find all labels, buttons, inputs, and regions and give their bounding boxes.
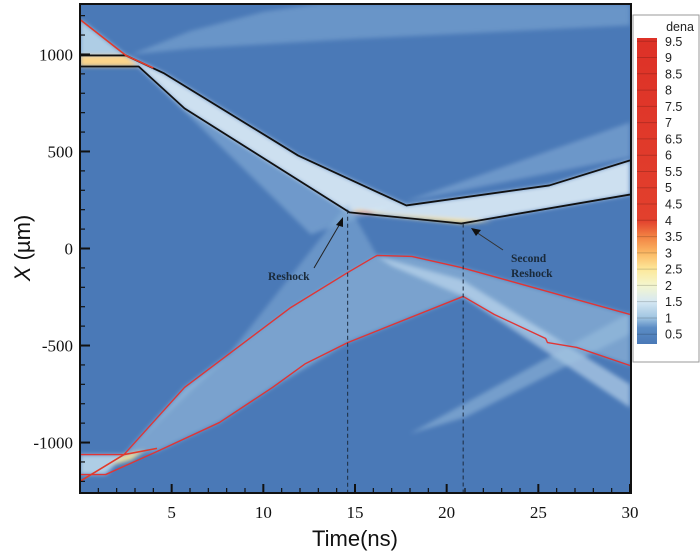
x-tick-label: 5 [167,503,176,522]
plot-area [79,3,632,494]
y-tick-label: -500 [42,337,73,356]
colorbar-tick-label: 4.5 [665,198,682,212]
colorbar-tick-label: 2.5 [665,263,682,277]
second-reshock-label-line1: Second [511,253,547,265]
x-tick-labels: 5 10 15 20 25 30 [167,503,638,522]
region-mixing-fan [124,255,630,455]
line-lower-interface-lower [80,295,631,476]
colorbar-legend: dena 9.5 9 8.5 8 7.5 7 6.5 6 5.5 5 4.5 4 3.5 3 2.5 2 1.5… [632,14,700,363]
colorbar-tick-label: 2 [665,279,672,293]
line-upper-shock-trace [80,18,154,69]
colorbar-ticks: 9.5 9 8.5 8 7.5 7 6.5 6 5.5 5 4.5 4 3.5 3 2.5 2 1.5 1 0.5 [637,35,682,342]
colorbar-tick-label: 5.5 [665,165,682,179]
y-tick-label: -1000 [33,434,73,453]
second-reshock-label-line2: Reshock [511,268,553,280]
region-reshock-hot-zone [349,209,493,224]
second-reshock-annotation: Second Reshock [471,228,553,280]
region-rarefaction-wedge [138,66,350,235]
x-tick-label: 10 [255,503,272,522]
colorbar-tick-label: 8 [665,84,672,98]
colorbar-tick-label: 6.5 [665,132,682,146]
x-axis-title: Time(ns) [312,526,398,551]
region-initial-lower-layer [80,454,124,475]
reshock-annotation: Reshock [268,217,343,283]
x-tick-label: 15 [347,503,364,522]
plot-frame [79,3,632,494]
line-upper-interface-inner [80,65,631,225]
reshock-label: Reshock [268,271,310,283]
line-lower-interface-upper [80,254,631,456]
colorbar-title: dena [666,20,694,34]
region-rising-ray-lower [410,312,630,434]
x-tick-label: 30 [622,503,639,522]
colorbar-tick-label: 9.5 [665,35,682,49]
region-upper-fan [131,4,631,55]
reshock-arrow-head-icon [336,217,343,227]
colorbar-tick-label: 7.5 [665,100,682,114]
interface-lines [80,18,631,483]
colorbar-tick-label: 1 [665,311,672,325]
x-tick-label: 25 [530,503,547,522]
y-tick-label: 500 [48,142,74,161]
y-axis-title-symbol: X [10,265,35,282]
colorbar-tick-label: 4 [665,214,672,228]
y-tick-label: 0 [65,240,74,259]
colorbar-tick-label: 3 [665,246,672,260]
y-axis-title-unit: (µm) [10,215,35,267]
second-reshock-arrow-head-icon [471,228,481,236]
y-tick-labels: 1000 500 0 -500 -1000 [33,45,73,452]
colorbar-tick-label: 7 [665,116,672,130]
colorbar-tick-label: 0.5 [665,328,682,342]
reshock-arrow-line [313,221,342,269]
colorbar-gradient [637,38,657,344]
colorbar-tick-label: 3.5 [665,230,682,244]
y-axis-title: X (µm) [10,215,35,282]
y-tick-label: 1000 [39,45,73,64]
colorbar-tick-label: 9 [665,51,672,65]
reshock-markers [347,209,464,493]
region-initial-upper-yellow [80,55,139,67]
line-lower-shock-trace [80,447,158,483]
region-lower-bright-spot [109,450,146,466]
colorbar-tick-label: 1.5 [665,295,682,309]
density-field [80,4,631,475]
x-tick-label: 20 [438,503,455,522]
colorbar-tick-label: 5 [665,181,672,195]
colorbar-tick-label: 8.5 [665,67,682,81]
second-reshock-arrow-line [475,231,504,251]
colorbar-tick-label: 6 [665,149,672,163]
